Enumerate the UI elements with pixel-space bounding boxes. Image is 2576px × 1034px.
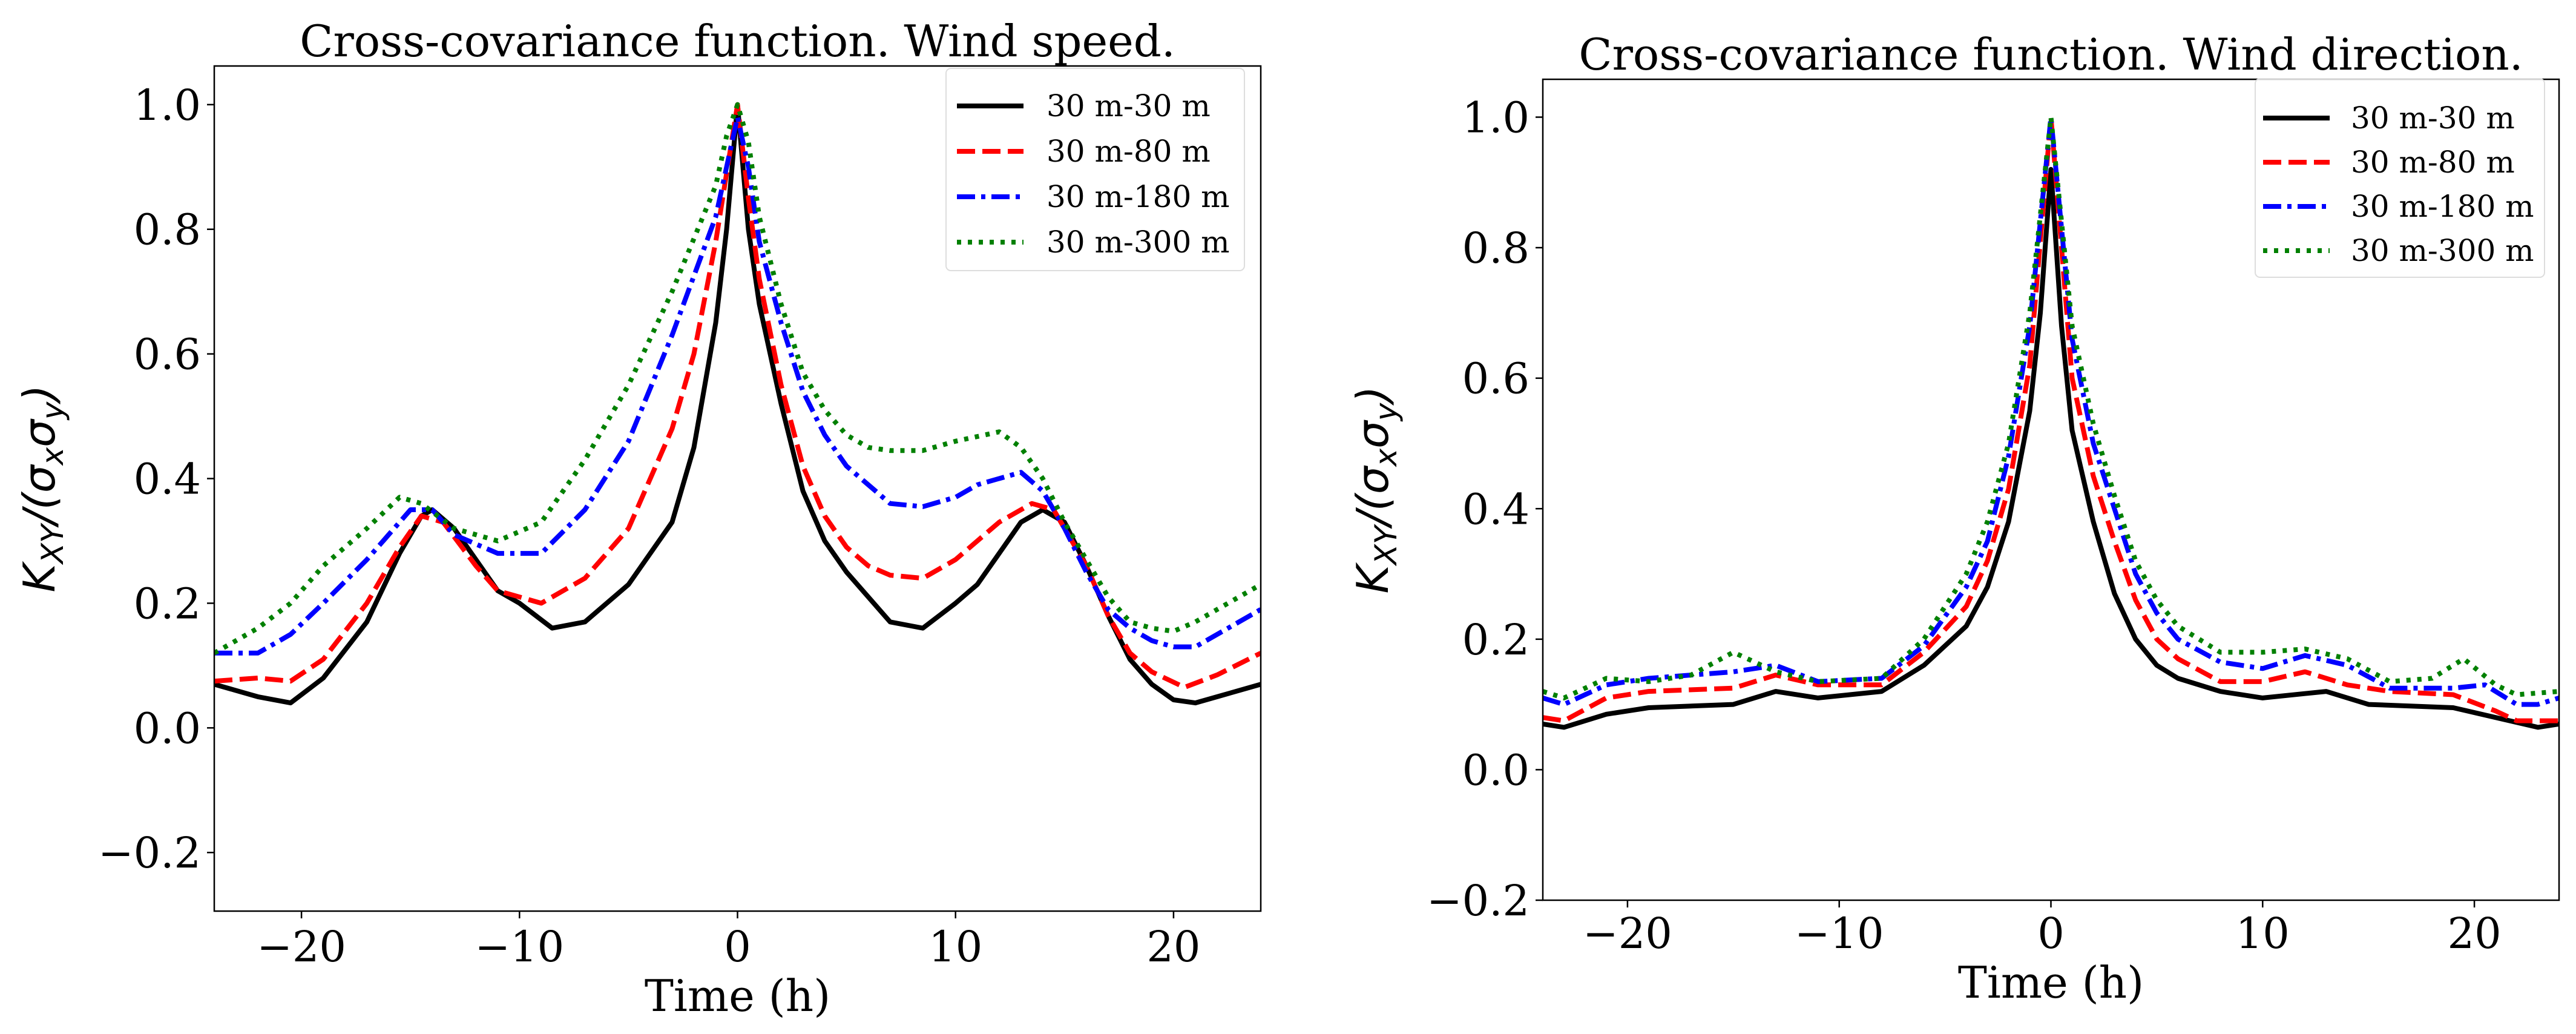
y-axis-label-part: XY xyxy=(35,522,70,565)
y-tick-label: 0.6 xyxy=(1462,354,1530,404)
y-tick-label: 0.8 xyxy=(134,205,201,255)
y-axis-label-part: ) xyxy=(14,385,65,405)
legend-label: 30 m-300 m xyxy=(1046,225,1230,260)
y-axis-label-part: /(σ xyxy=(1347,465,1398,529)
y-axis-label-part: K xyxy=(1347,562,1398,593)
x-tick-label: −10 xyxy=(1795,909,1884,958)
x-tick-label: −20 xyxy=(1583,909,1672,958)
x-tick-label: 20 xyxy=(1146,922,1200,972)
y-axis-label-part: XY xyxy=(1368,524,1404,567)
x-axis-label: Time (h) xyxy=(1958,957,2144,1008)
y-tick-label: −0.2 xyxy=(98,828,201,878)
y-tick-label: −0.2 xyxy=(1427,876,1530,926)
y-axis-label-part: σ xyxy=(1347,420,1398,449)
series-line-30m-30m xyxy=(1543,166,2559,730)
legend: 30 m-30 m 30 m-80 m 30 m-180 m 30 m-300 m xyxy=(2255,78,2545,278)
x-tick-label: 20 xyxy=(2448,909,2502,958)
y-axis-label-part: σ xyxy=(14,418,65,447)
y-tick-label: 0.6 xyxy=(134,330,201,380)
legend-label: 30 m-80 m xyxy=(1046,134,1211,169)
y-tick-label: 1.0 xyxy=(1462,93,1530,143)
x-tick-label: −20 xyxy=(257,922,346,972)
x-tick-label: 10 xyxy=(928,922,982,972)
legend: 30 m-30 m 30 m-80 m 30 m-180 m 30 m-300 m xyxy=(945,68,1245,271)
y-axis-label: KXY/(σxσy) xyxy=(14,385,70,593)
legend-label: 30 m-30 m xyxy=(2351,100,2515,136)
x-axis-label: Time (h) xyxy=(645,970,830,1021)
y-tick-label: 0.4 xyxy=(134,455,201,504)
y-axis-label-part: ) xyxy=(1347,386,1398,406)
y-tick-label: 0.2 xyxy=(134,579,201,628)
y-axis-label-part: x xyxy=(1368,448,1404,467)
x-tick-label: 0 xyxy=(2037,909,2065,958)
y-axis-label-part: y xyxy=(35,401,70,421)
y-tick-label: 0.0 xyxy=(1462,745,1530,795)
y-axis-label-part: y xyxy=(1368,402,1404,422)
series-line-30m-180m xyxy=(214,114,1261,656)
legend-label: 30 m-180 m xyxy=(2351,189,2534,224)
y-axis-label-part: K xyxy=(14,561,65,592)
legend-box xyxy=(2255,78,2545,278)
chart-title: Cross-covariance function. Wind speed. xyxy=(300,16,1175,67)
legend-label: 30 m-300 m xyxy=(2351,233,2534,268)
y-tick-label: 0.0 xyxy=(134,703,201,753)
y-tick-label: 0.4 xyxy=(1462,484,1530,534)
y-axis-label: KXY/(σxσy) xyxy=(1347,386,1404,594)
chart-panel-2: Cross-covariance function. Wind directio… xyxy=(1347,29,2560,1008)
legend-label: 30 m-80 m xyxy=(2351,145,2515,180)
y-axis-label-part: /(σ xyxy=(14,464,65,528)
chart-panel-1: Cross-covariance function. Wind speed. −2… xyxy=(14,16,1262,1021)
x-tick-label: 10 xyxy=(2236,909,2290,958)
y-tick-label: 0.8 xyxy=(1462,223,1530,273)
series-line-30m-80m xyxy=(1543,114,2559,723)
series-line-30m-80m xyxy=(214,102,1261,690)
legend-label: 30 m-180 m xyxy=(1046,179,1230,214)
series-line-30m-30m xyxy=(214,102,1261,706)
y-axis-label-part: x xyxy=(35,447,70,466)
chart-title: Cross-covariance function. Wind directio… xyxy=(1579,29,2523,80)
legend-box xyxy=(945,68,1245,271)
series-line-30m-300m xyxy=(214,102,1261,656)
series-line-30m-300m xyxy=(1543,114,2559,700)
legend-label: 30 m-30 m xyxy=(1046,88,1211,123)
x-tick-label: 0 xyxy=(724,922,751,972)
x-tick-label: −10 xyxy=(475,922,564,972)
y-tick-label: 0.2 xyxy=(1462,615,1530,665)
y-tick-label: 1.0 xyxy=(134,81,201,130)
